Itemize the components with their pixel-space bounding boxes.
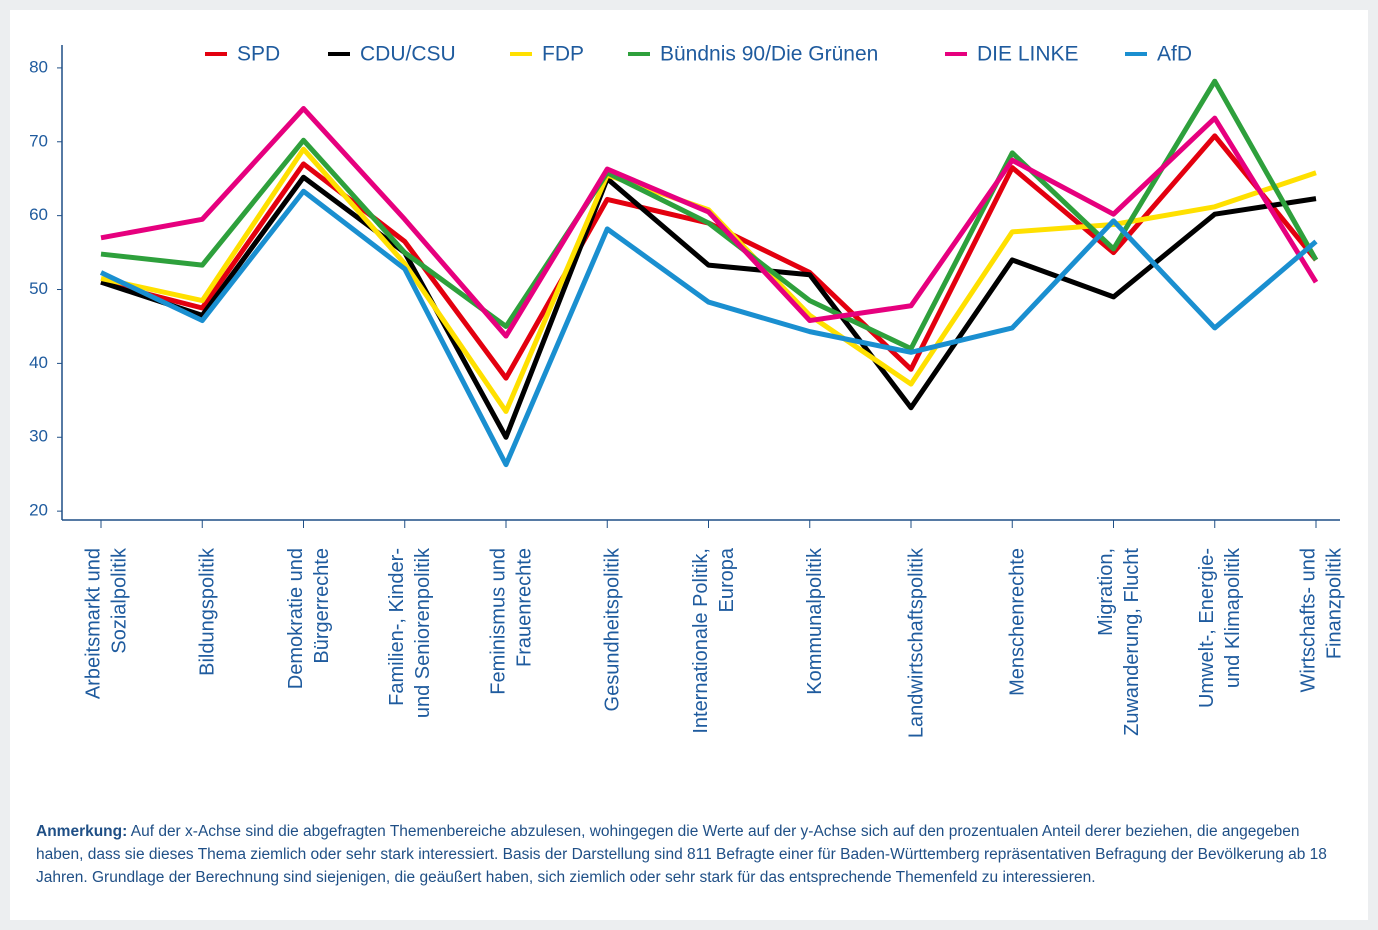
legend-label: CDU/CSU	[360, 43, 456, 66]
legend-label: AfD	[1157, 43, 1192, 66]
y-tick-label: 20	[29, 501, 48, 520]
x-tick-label: Bildungspolitik	[197, 547, 219, 676]
y-tick-label: 80	[29, 57, 48, 76]
y-tick-label: 60	[29, 205, 48, 224]
x-tick-label: Feminismus und	[487, 548, 509, 695]
x-tick-label: Sozialpolitik	[108, 547, 130, 654]
legend-label: SPD	[237, 43, 280, 66]
series-line	[99, 188, 1318, 468]
panel	[10, 10, 1368, 920]
x-tick-label: und Seniorenpolitik	[412, 547, 434, 718]
y-tick-label: 50	[29, 279, 48, 298]
y-tick-label: 40	[29, 353, 48, 372]
x-tick-label: und Klimapolitik	[1222, 547, 1244, 688]
x-tick-label: Internationale Politik,	[690, 548, 712, 734]
note: Anmerkung: Auf der x-Achse sind die abge…	[36, 820, 1336, 889]
chart: 20 30 40 50 60 70 80 Arbeitsmarkt und Sozialpoli…	[29, 43, 1345, 739]
series-line	[100, 174, 1317, 440]
note-text: Auf der x-Achse sind die abgefragten The…	[36, 823, 1327, 886]
x-tick-label: Kommunalpolitik	[804, 547, 826, 695]
legend-label: FDP	[542, 43, 584, 66]
x-tick-label: Bürgerrechte	[311, 548, 333, 664]
series-line	[100, 133, 1318, 381]
x-tick-label: Umwelt-, Energie-	[1196, 548, 1218, 708]
x-tick-label: Arbeitsmarkt und	[82, 548, 104, 699]
note-label: Anmerkung:	[36, 823, 128, 840]
x-tick-label: Frauenrechte	[513, 548, 535, 667]
x-tick-label: Migration,	[1095, 548, 1117, 636]
x-tick-label: Zuwanderung, Flucht	[1121, 548, 1143, 736]
x-tick-label: Familien-, Kinder-	[386, 548, 408, 706]
x-tick-label: Wirtschafts- und	[1297, 548, 1319, 692]
legend-label: Bündnis 90/Die Grünen	[660, 43, 878, 66]
series-line	[100, 78, 1319, 352]
legend-label: DIE LINKE	[977, 43, 1079, 66]
x-tick-label: Menschenrechte	[1007, 548, 1029, 696]
series-line	[100, 106, 1319, 339]
y-tick-label: 70	[29, 131, 48, 150]
x-tick-label: Finanzpolitik	[1323, 547, 1345, 659]
x-tick-label: Demokratie und	[285, 548, 307, 689]
x-tick-label: Gesundheitspolitik	[602, 547, 624, 711]
y-tick-label: 30	[29, 427, 48, 446]
x-tick-label: Landwirtschaftspolitik	[905, 547, 927, 738]
x-tick-label: Europa	[716, 547, 738, 612]
